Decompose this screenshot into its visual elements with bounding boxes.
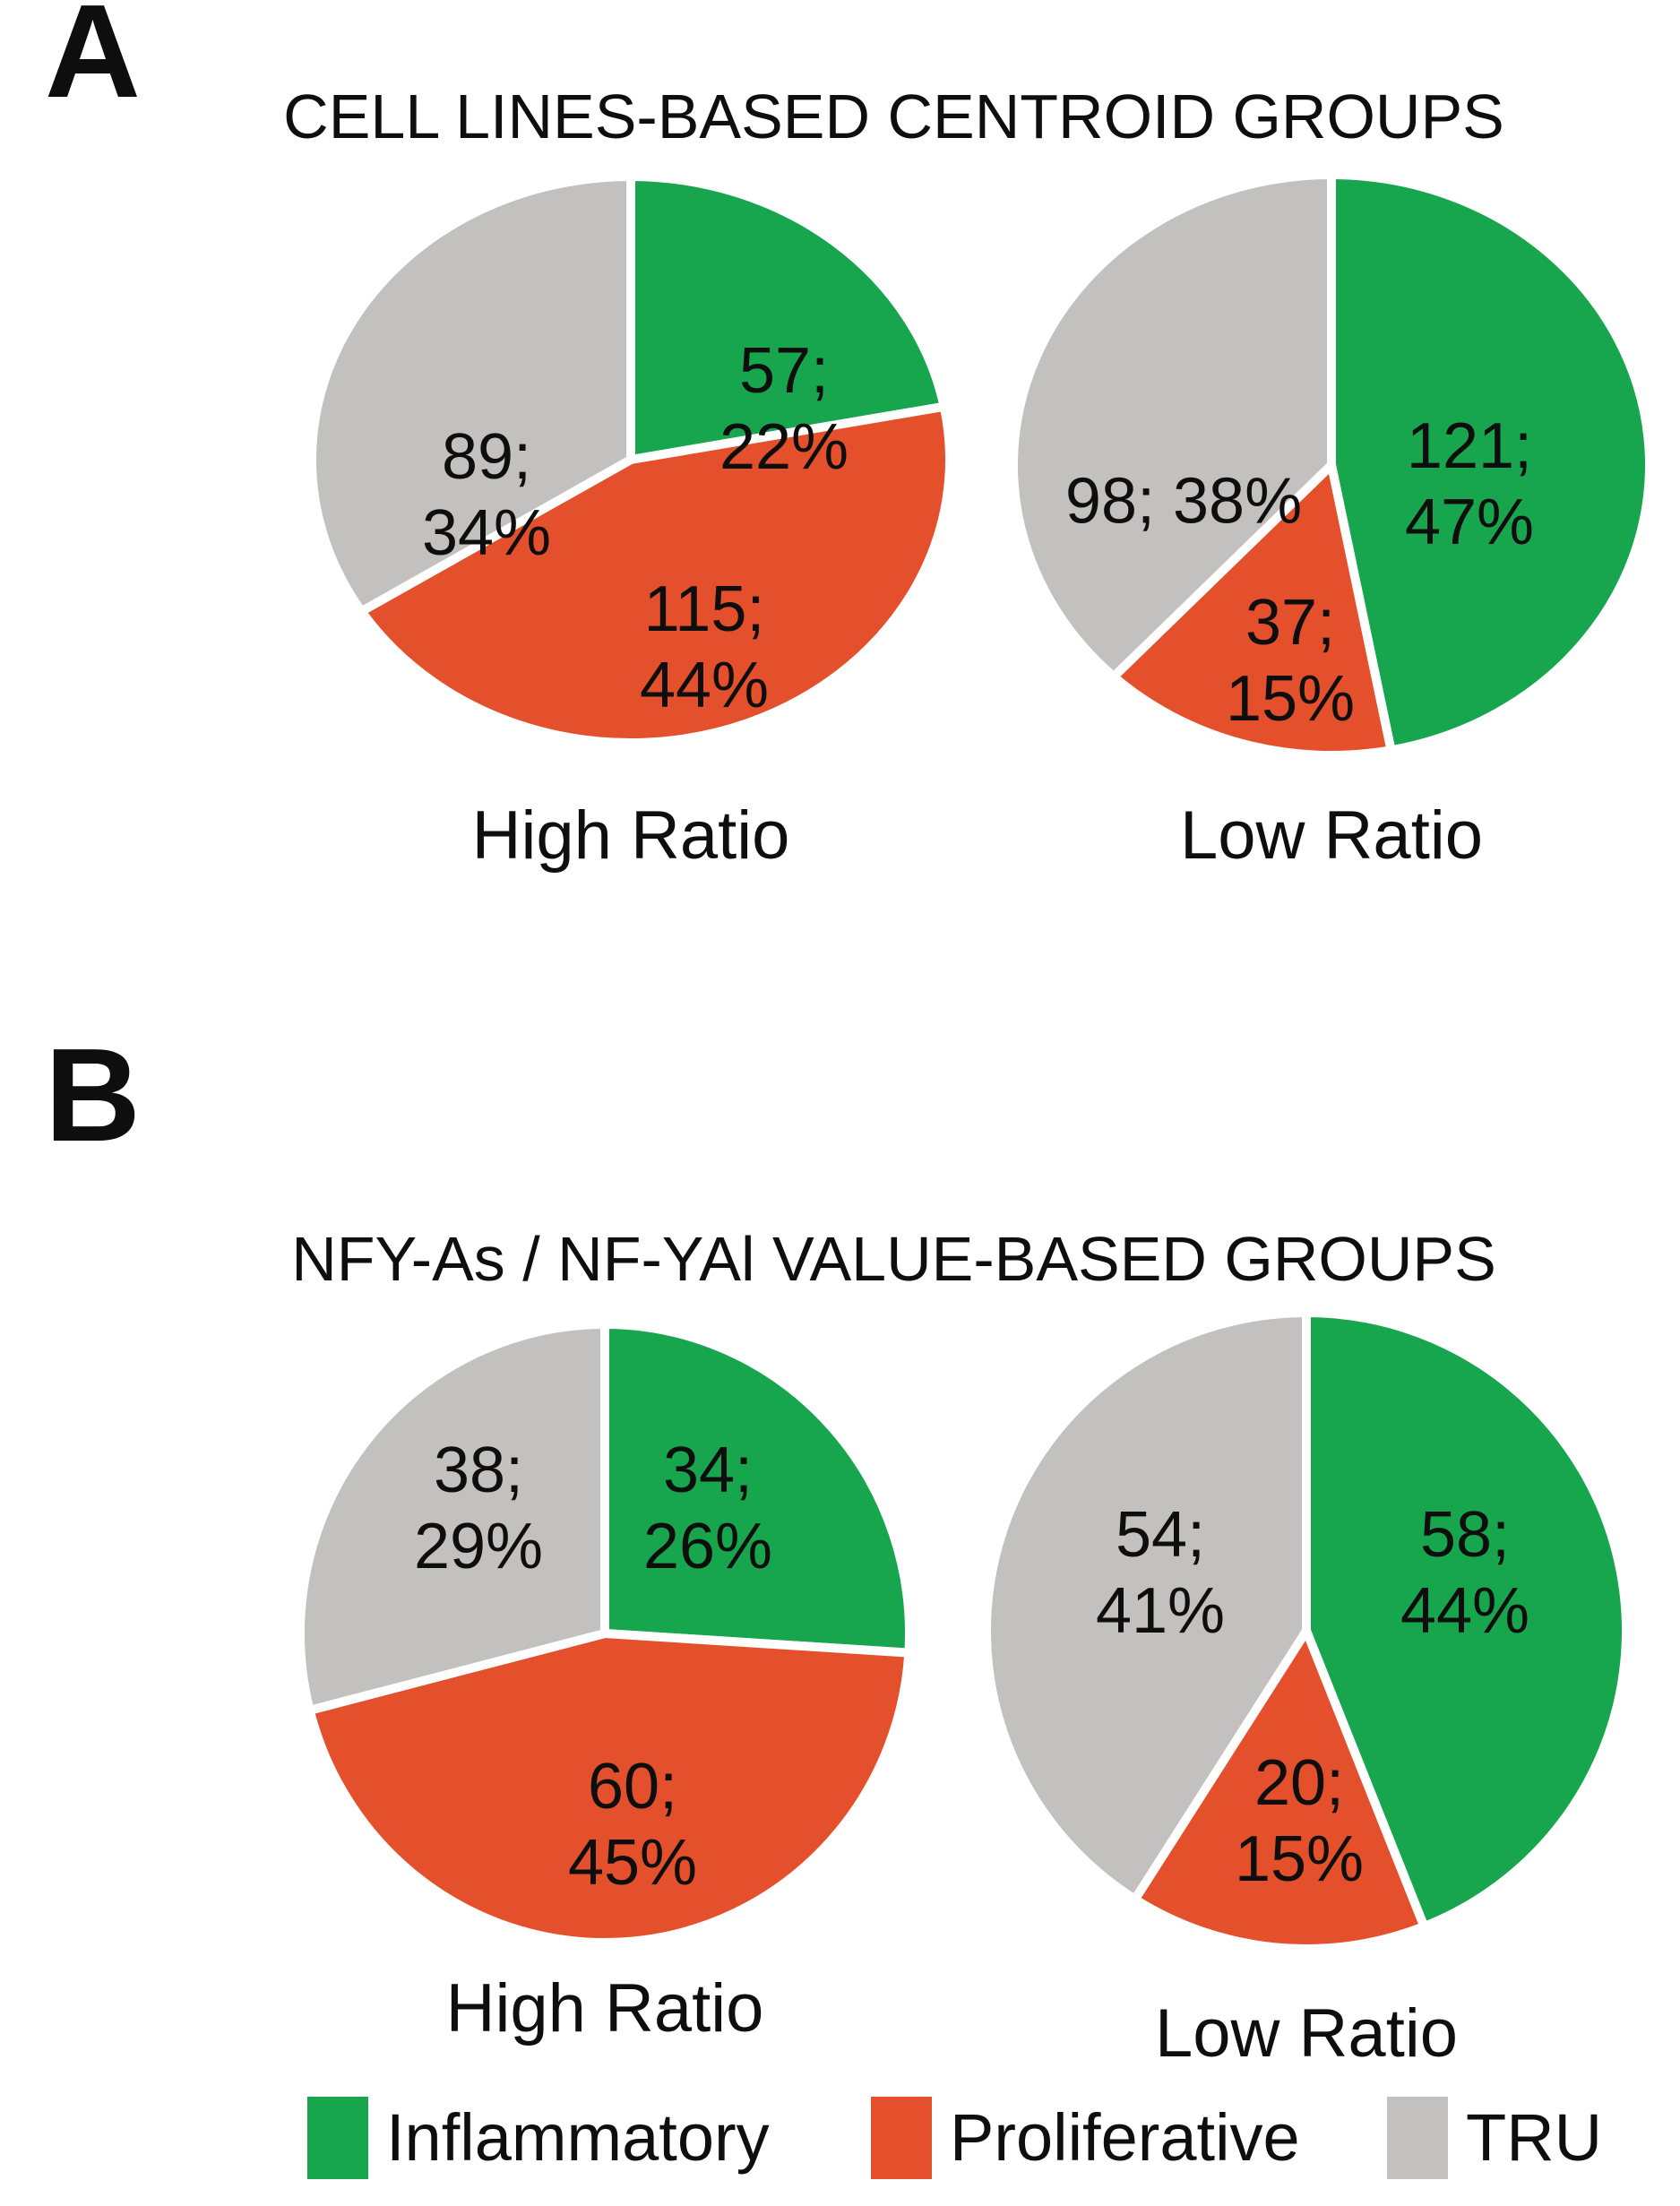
pie-svg-a-low-ratio xyxy=(1009,169,1654,760)
pie-slice-proliferative xyxy=(1128,1621,1430,1953)
legend-item-inflammatory: Inflammatory xyxy=(307,2097,770,2179)
slice-label-tru: 98; 38% xyxy=(1064,465,1303,538)
pie-slice-inflammatory xyxy=(1302,1307,1631,1933)
pie-svg-b-low-ratio xyxy=(981,1307,1631,1953)
panel-a-title: CELL LINES-BASED CENTROID GROUPS xyxy=(283,82,1504,151)
pie-svg-a-high-ratio xyxy=(307,171,954,747)
pie-chart-a-low-ratio xyxy=(1006,168,1657,763)
slice-label-proliferative: 115; 44% xyxy=(639,573,770,721)
pie-svg-b-high-ratio xyxy=(296,1319,914,1948)
pie-slice-proliferative xyxy=(1107,456,1397,760)
pie-slice-tru xyxy=(307,171,635,617)
slice-label-inflammatory: 121; 47% xyxy=(1404,410,1535,558)
legend-swatch-tru-icon xyxy=(1387,2097,1448,2179)
pie-slice-inflammatory xyxy=(600,1319,914,1658)
legend-item-tru: TRU xyxy=(1387,2097,1602,2179)
pie-slice-tru xyxy=(1009,169,1336,683)
pie-chart-a-high-ratio xyxy=(305,169,957,750)
legend-label-inflammatory: Inflammatory xyxy=(386,2100,770,2175)
pie-caption-a-low-ratio: Low Ratio xyxy=(1180,797,1483,874)
slice-label-proliferative: 60; 45% xyxy=(567,1751,698,1899)
pie-slice-proliferative xyxy=(355,401,954,747)
pie-chart-b-high-ratio xyxy=(293,1317,917,1950)
pie-slice-proliferative xyxy=(304,1628,914,1948)
panel-a-letter: A xyxy=(45,0,141,125)
slice-label-tru: 38; 29% xyxy=(413,1435,544,1582)
legend-swatch-proliferative-icon xyxy=(871,2097,932,2179)
slice-label-proliferative: 20; 15% xyxy=(1234,1747,1365,1895)
panel-b-letter: B xyxy=(45,1021,141,1169)
legend-label-tru: TRU xyxy=(1466,2100,1603,2175)
slice-label-proliferative: 37; 15% xyxy=(1225,587,1356,735)
legend-swatch-inflammatory-icon xyxy=(307,2097,368,2179)
pie-slice-tru xyxy=(296,1319,609,1716)
pie-chart-b-low-ratio xyxy=(979,1306,1633,1956)
slice-label-tru: 54; 41% xyxy=(1095,1499,1226,1647)
legend-label-proliferative: Proliferative xyxy=(950,2100,1300,2175)
panel-b-title: NFY-As / NF-YAl VALUE-BASED GROUPS xyxy=(291,1224,1496,1294)
pie-slice-inflammatory xyxy=(626,171,950,465)
slice-label-tru: 89; 34% xyxy=(421,421,552,569)
pie-caption-b-high-ratio: High Ratio xyxy=(445,1970,764,2047)
pie-slice-tru xyxy=(981,1307,1311,1906)
slice-label-inflammatory: 58; 44% xyxy=(1400,1499,1530,1647)
slice-label-inflammatory: 57; 22% xyxy=(719,335,849,483)
pie-caption-a-high-ratio: High Ratio xyxy=(471,797,790,874)
legend-item-proliferative: Proliferative xyxy=(871,2097,1300,2179)
pie-caption-b-low-ratio: Low Ratio xyxy=(1155,1995,1458,2072)
slice-label-inflammatory: 34; 26% xyxy=(642,1435,773,1582)
pie-slice-inflammatory xyxy=(1327,169,1654,756)
